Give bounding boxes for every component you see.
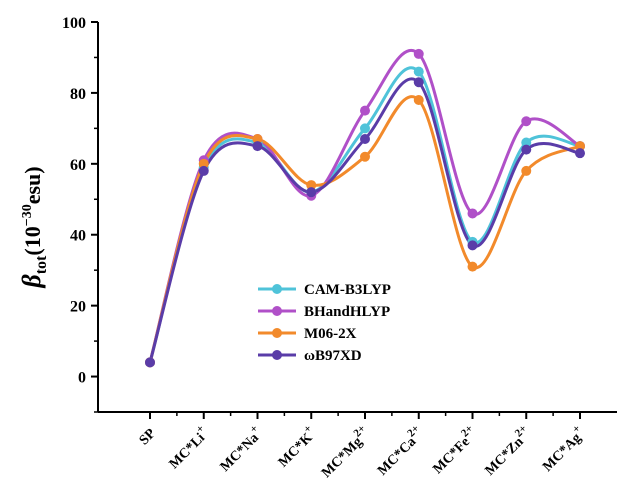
data-point <box>467 261 478 272</box>
x-tick-label: SP <box>137 426 159 448</box>
data-point <box>306 180 317 191</box>
y-tick-label: 20 <box>70 299 86 316</box>
data-point <box>252 141 263 152</box>
data-point <box>413 66 424 77</box>
y-axis-title: βtot(10−30esu) <box>17 166 50 288</box>
y-axis-label: βtot(10−30esu) <box>17 166 50 288</box>
y-tick-label: 0 <box>78 370 86 387</box>
legend-label: BHandHLYP <box>304 304 390 320</box>
data-point <box>198 158 209 169</box>
data-point <box>360 151 370 162</box>
y-tick-label: 40 <box>70 228 86 245</box>
x-tick-label: MC*Mg2+ <box>316 423 374 481</box>
legend-marker <box>272 350 282 360</box>
data-point <box>521 137 532 148</box>
data-point <box>145 357 155 368</box>
legend-label: M06-2X <box>304 326 357 342</box>
data-point <box>521 165 532 176</box>
legend-label: CAM-B3LYP <box>304 282 391 298</box>
x-tick-label: MC*K+ <box>272 423 320 471</box>
data-point <box>467 240 478 251</box>
data-point <box>360 105 370 116</box>
series-points <box>145 48 585 368</box>
legend: CAM-B3LYP BHandHLYP M06-2X ωB97XD <box>258 282 391 364</box>
data-point <box>252 134 263 144</box>
legend-label: ωB97XD <box>304 348 362 364</box>
x-tick-label: MC*Zn2+ <box>479 423 535 479</box>
y-tick-label: 100 <box>62 15 86 32</box>
data-point <box>413 77 424 88</box>
data-point <box>360 123 370 134</box>
data-point <box>413 48 424 59</box>
y-tick-label: 60 <box>70 157 86 174</box>
x-tick-label: MC*Li+ <box>163 423 212 472</box>
legend-marker <box>272 328 282 338</box>
x-tick-label: MC*Ca2+ <box>372 423 428 479</box>
data-point <box>413 95 424 105</box>
data-point <box>306 187 317 198</box>
legend-marker <box>272 284 282 294</box>
data-point <box>575 148 585 159</box>
data-point <box>467 208 478 219</box>
legend-marker <box>272 306 282 316</box>
x-tick-label: MC*Fe2+ <box>427 423 481 477</box>
data-point <box>521 116 532 127</box>
data-point <box>198 165 209 176</box>
data-point <box>521 144 532 155</box>
data-point <box>575 141 585 152</box>
y-tick-label: 80 <box>70 86 86 103</box>
data-point <box>360 134 370 144</box>
x-tick-label: MC*Ag+ <box>537 423 589 475</box>
x-tick-label: MC*Na+ <box>214 423 266 475</box>
